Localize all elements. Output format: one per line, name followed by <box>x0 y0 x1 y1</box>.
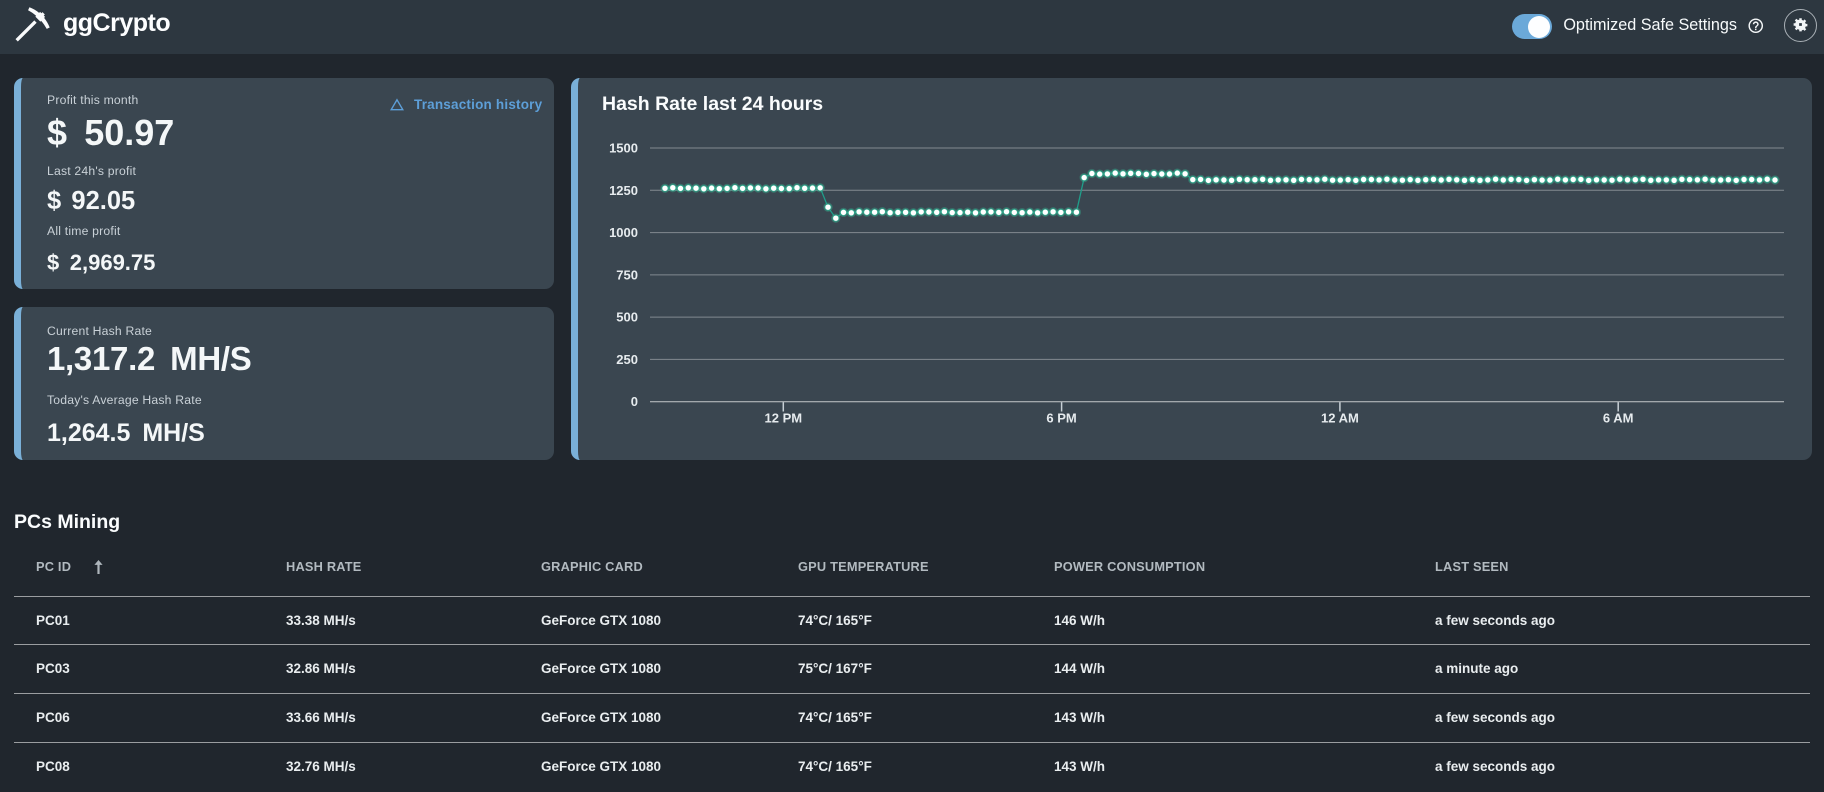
svg-text:750: 750 <box>616 267 638 282</box>
svg-text:6 AM: 6 AM <box>1603 411 1634 426</box>
svg-text:1500: 1500 <box>609 141 638 156</box>
svg-text:1250: 1250 <box>609 183 638 198</box>
svg-text:12 PM: 12 PM <box>765 411 803 426</box>
svg-text:12 AM: 12 AM <box>1321 411 1359 426</box>
svg-text:250: 250 <box>616 352 638 367</box>
svg-text:1000: 1000 <box>609 225 638 240</box>
svg-text:6 PM: 6 PM <box>1046 411 1076 426</box>
svg-text:500: 500 <box>616 310 638 325</box>
svg-text:0: 0 <box>631 394 638 409</box>
